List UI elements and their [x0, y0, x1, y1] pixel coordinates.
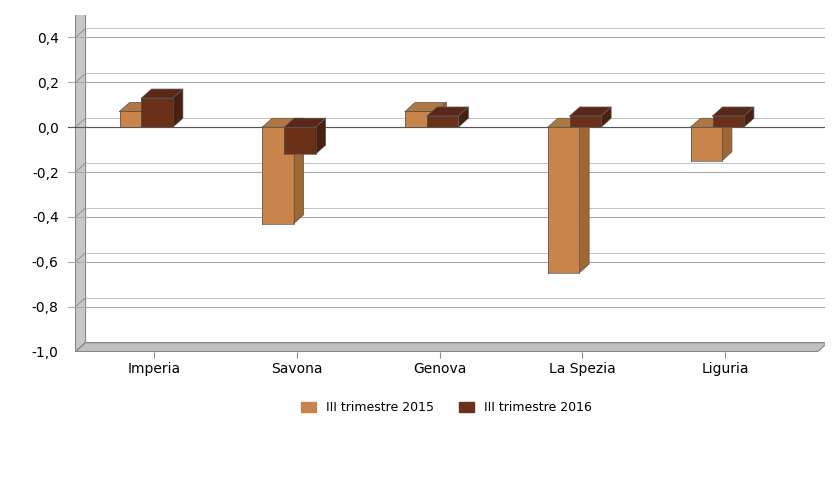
- Polygon shape: [262, 127, 294, 224]
- Legend: III trimestre 2015, III trimestre 2016: III trimestre 2015, III trimestre 2016: [297, 396, 597, 420]
- Polygon shape: [712, 107, 754, 116]
- Polygon shape: [119, 111, 151, 127]
- Polygon shape: [722, 118, 732, 161]
- Polygon shape: [151, 103, 161, 127]
- Polygon shape: [405, 111, 437, 127]
- Polygon shape: [570, 107, 612, 116]
- Polygon shape: [601, 107, 612, 127]
- Polygon shape: [294, 118, 303, 224]
- Polygon shape: [76, 343, 828, 351]
- Polygon shape: [316, 118, 326, 154]
- Polygon shape: [690, 127, 722, 161]
- Polygon shape: [690, 118, 732, 127]
- Polygon shape: [284, 127, 316, 154]
- Polygon shape: [427, 107, 469, 116]
- Polygon shape: [548, 118, 589, 127]
- Polygon shape: [173, 89, 183, 127]
- Polygon shape: [76, 6, 86, 351]
- Polygon shape: [427, 116, 459, 127]
- Polygon shape: [744, 107, 754, 127]
- Polygon shape: [262, 118, 303, 127]
- Polygon shape: [579, 118, 589, 273]
- Polygon shape: [119, 103, 161, 111]
- Polygon shape: [141, 89, 183, 98]
- Polygon shape: [712, 116, 744, 127]
- Polygon shape: [405, 103, 446, 111]
- Polygon shape: [548, 127, 579, 273]
- Polygon shape: [141, 98, 173, 127]
- Polygon shape: [570, 116, 601, 127]
- Polygon shape: [284, 118, 326, 127]
- Polygon shape: [459, 107, 469, 127]
- Polygon shape: [437, 103, 446, 127]
